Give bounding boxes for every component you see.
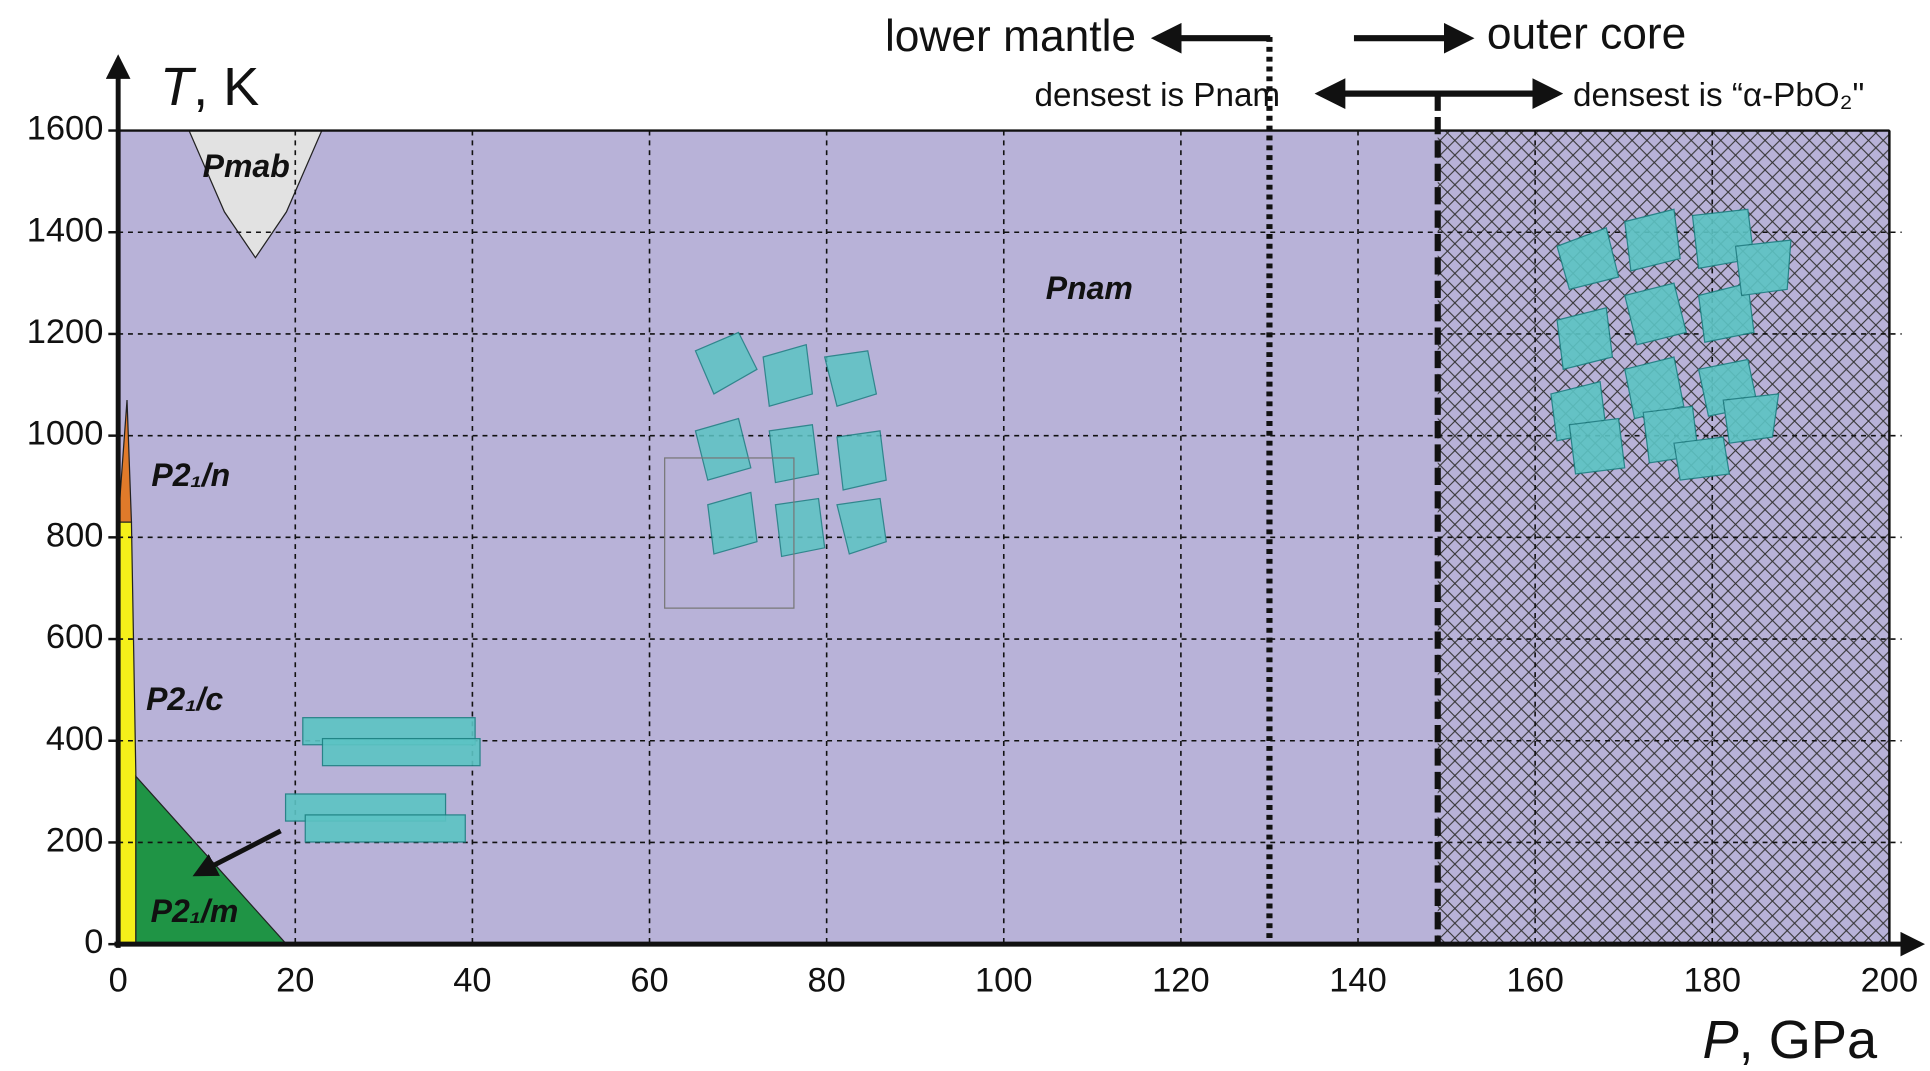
x-tick-label: 180 bbox=[1684, 961, 1741, 999]
grid bbox=[108, 129, 1902, 946]
annotation: lower mantle bbox=[885, 12, 1136, 61]
y-tick-label: 1600 bbox=[27, 110, 104, 148]
y-axis-title: T, K bbox=[160, 57, 259, 117]
x-symbol: P bbox=[1703, 1010, 1739, 1070]
y-tick-label: 600 bbox=[46, 618, 103, 656]
annotation: densest is “α-PbO₂" bbox=[1573, 77, 1864, 114]
y-symbol: T bbox=[160, 57, 197, 117]
phase-label: Pnam bbox=[1046, 270, 1133, 306]
phase-label: Pmab bbox=[203, 148, 290, 184]
x-axis-title: P, GPa bbox=[1703, 1010, 1878, 1070]
x-tick-label: 60 bbox=[630, 961, 668, 999]
phase-label: P2₁/n bbox=[151, 457, 230, 493]
x-tick-label: 140 bbox=[1329, 961, 1386, 999]
x-unit: , GPa bbox=[1739, 1010, 1878, 1070]
annotation: outer core bbox=[1487, 10, 1686, 59]
y-tick-label: 400 bbox=[46, 720, 103, 758]
x-tick-label: 120 bbox=[1152, 961, 1209, 999]
x-tick-label: 200 bbox=[1861, 961, 1918, 999]
y-unit: , K bbox=[193, 57, 259, 117]
y-tick-label: 1000 bbox=[27, 415, 104, 453]
y-tick-label: 200 bbox=[46, 822, 103, 860]
x-tick-label: 80 bbox=[807, 961, 845, 999]
axes bbox=[105, 54, 1926, 957]
structure-sketch bbox=[284, 208, 1792, 843]
phase-label: P2₁/c bbox=[146, 681, 223, 717]
y-tick-label: 0 bbox=[84, 923, 103, 961]
x-tick-label: 40 bbox=[453, 961, 491, 999]
y-tick-label: 800 bbox=[46, 516, 103, 554]
x-tick-label: 0 bbox=[109, 961, 128, 999]
pointer-arrow bbox=[192, 828, 282, 877]
annotation: densest is Pnam bbox=[1035, 77, 1281, 114]
y-tick-label: 1400 bbox=[27, 211, 104, 249]
y-tick-label: 1200 bbox=[27, 313, 104, 351]
phase-label: P2₁/m bbox=[151, 893, 239, 929]
x-tick-label: 160 bbox=[1506, 961, 1563, 999]
x-tick-label: 20 bbox=[276, 961, 314, 999]
x-tick-label: 100 bbox=[975, 961, 1032, 999]
